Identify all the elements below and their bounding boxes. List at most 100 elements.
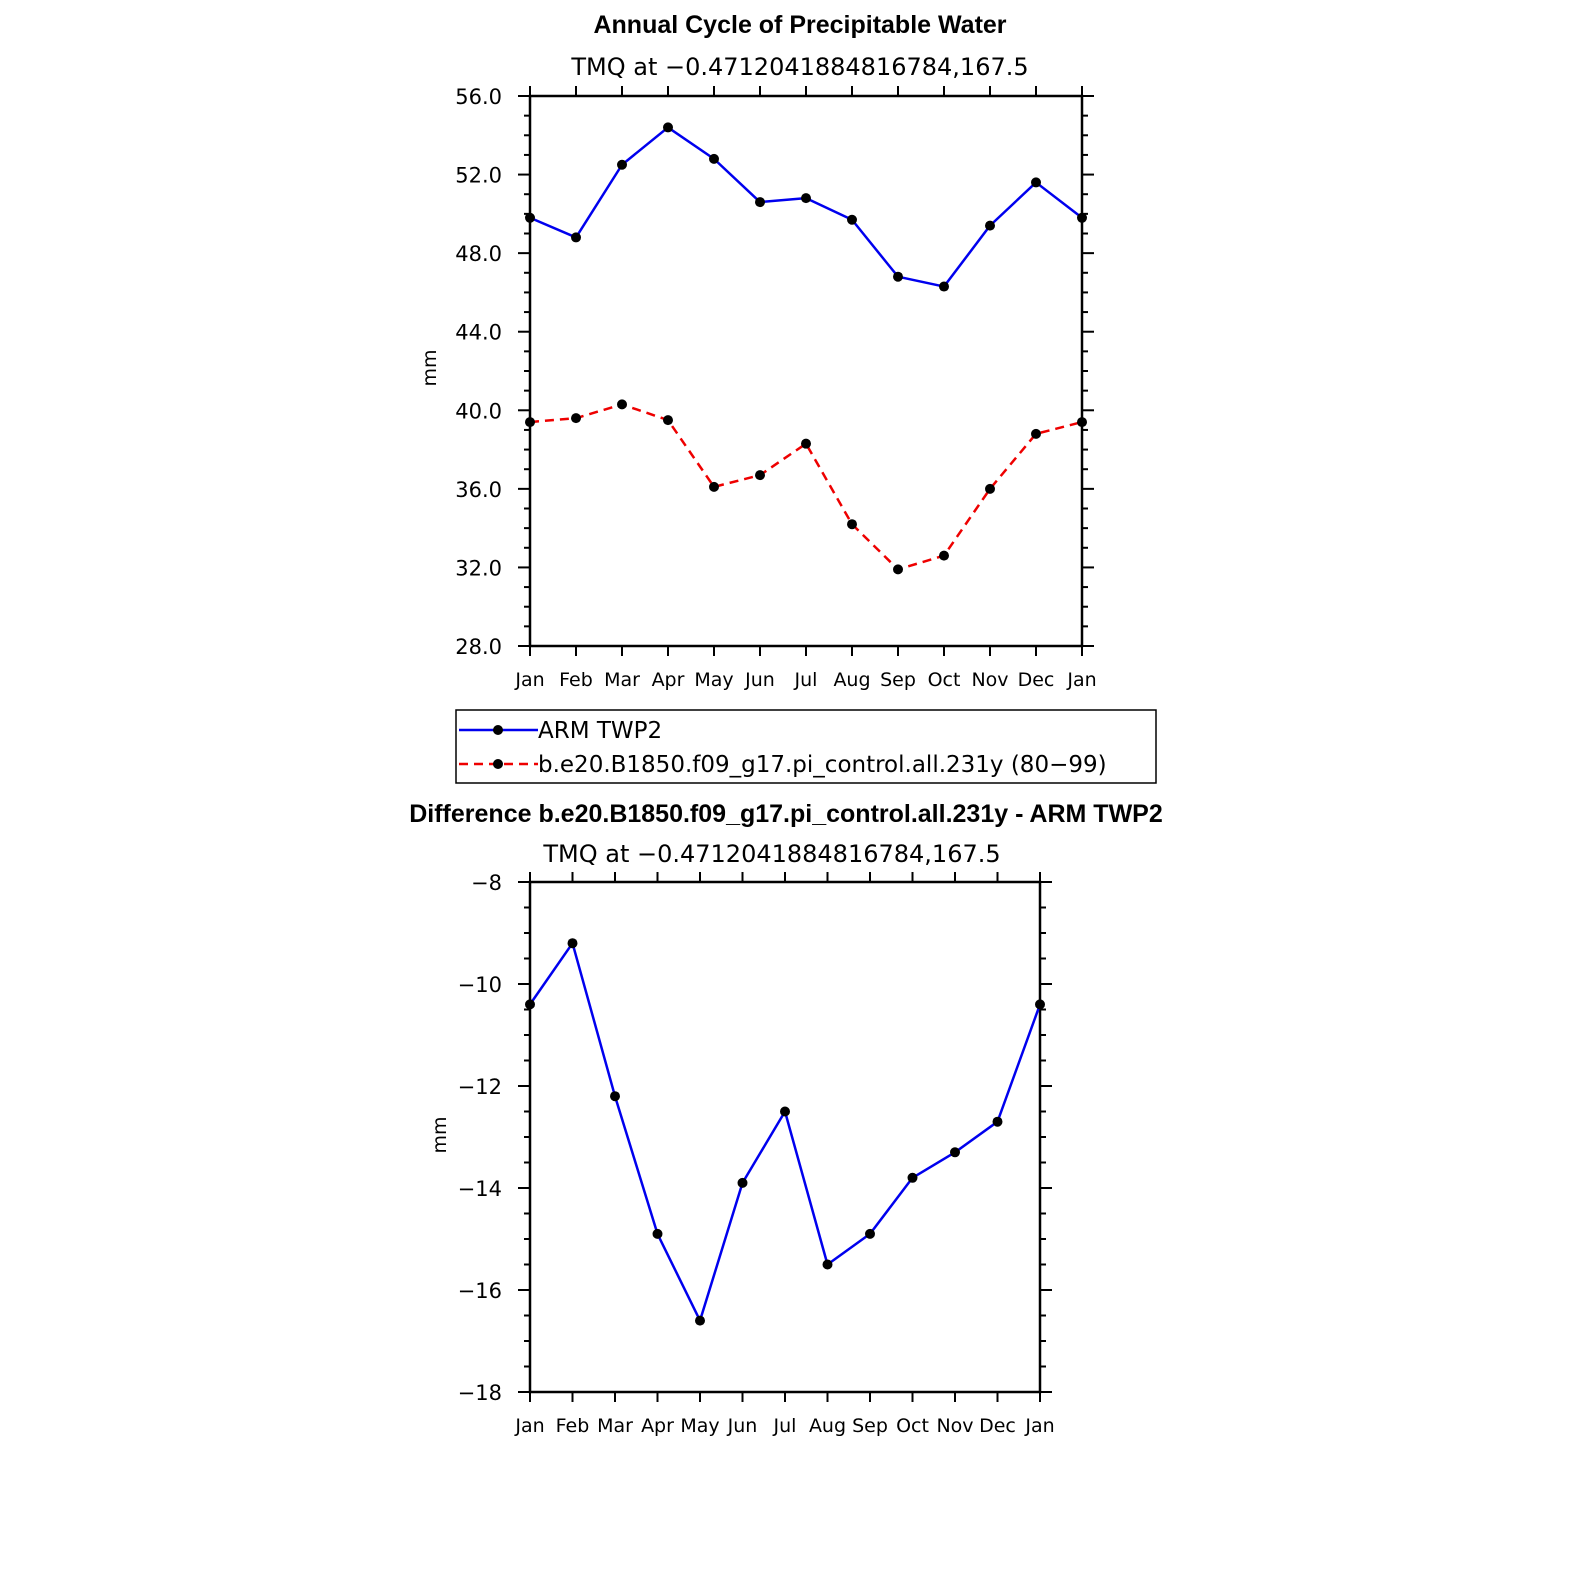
data-point: [893, 564, 903, 575]
x-tick-label: Sep: [880, 669, 916, 691]
x-tick-label: Feb: [556, 1415, 590, 1437]
data-point: [1077, 212, 1087, 223]
data-point: [847, 519, 857, 530]
x-tick-label: Oct: [896, 1415, 929, 1437]
y-tick-label: 48.0: [455, 242, 502, 266]
tick-labels: −18 −16 −14 −12 −10 −8 Jan Feb Mar Apr May Jun Jul Au…: [458, 871, 1055, 1437]
x-tick-label: Jan: [1066, 669, 1096, 691]
data-point: [525, 417, 535, 428]
data-point: [652, 1228, 663, 1239]
x-tick-label: Jul: [773, 1415, 797, 1437]
data-point: [780, 1106, 790, 1117]
chart-title: Difference b.e20.B1850.f09_g17.pi_contro…: [409, 800, 1163, 828]
data-point: [907, 1172, 918, 1183]
data-point: [663, 122, 673, 133]
data-point: [822, 1259, 833, 1270]
x-tick-label: Oct: [928, 669, 961, 691]
x-tick-label: Jan: [514, 669, 544, 691]
legend-marker-arm: [493, 725, 503, 735]
x-tick-label: Jan: [1024, 1415, 1054, 1437]
data-point: [709, 481, 719, 492]
y-tick-label: 28.0: [455, 635, 502, 659]
data-point: [939, 550, 949, 561]
legend-box: [455, 709, 1157, 784]
data-point: [617, 399, 627, 410]
data-point: [1031, 177, 1041, 188]
data-point: [985, 220, 995, 231]
data-point: [992, 1116, 1003, 1127]
x-tick-label: Aug: [833, 669, 870, 691]
data-point: [571, 232, 581, 243]
x-tick-label: May: [694, 669, 733, 691]
data-point: [801, 438, 811, 449]
x-tick-label: Dec: [979, 1415, 1016, 1437]
x-tick-label: May: [680, 1415, 719, 1437]
x-tick-label: Jun: [744, 669, 775, 691]
data-point: [755, 197, 765, 208]
y-tick-label: −14: [458, 1177, 502, 1201]
y-axis-label: mm: [419, 349, 441, 386]
x-tick-label: Nov: [936, 1415, 973, 1437]
data-point: [610, 1091, 620, 1102]
series-line-0: [528, 941, 1042, 1322]
y-tick-label: 52.0: [455, 164, 502, 188]
data-point: [709, 153, 719, 164]
chart-subtitle: TMQ at −0.4712041884816784,167.5: [542, 840, 1000, 868]
legend-marker-model: [493, 759, 503, 769]
x-tick-label: Apr: [652, 669, 685, 691]
data-point: [950, 1147, 960, 1158]
annual-cycle-chart: Annual Cycle of Precipitable Water TMQ a…: [419, 11, 1097, 691]
x-tick-label: Nov: [971, 669, 1008, 691]
data-point: [737, 1177, 748, 1188]
data-point: [801, 193, 811, 204]
y-tick-label: 40.0: [455, 399, 502, 423]
data-point: [617, 159, 627, 170]
data-point: [939, 281, 949, 292]
x-tick-label: Sep: [852, 1415, 888, 1437]
chart-subtitle: TMQ at −0.4712041884816784,167.5: [570, 53, 1028, 81]
x-tick-label: Jan: [514, 1415, 544, 1437]
axes: [518, 86, 1094, 656]
plot-frame: [528, 880, 1042, 1394]
x-tick-label: Mar: [604, 669, 640, 691]
data-point: [567, 938, 578, 949]
y-tick-label: 32.0: [455, 556, 502, 580]
legend-label-model: b.e20.B1850.f09_g17.pi_control.all.231y …: [538, 752, 1107, 778]
x-tick-label: Jul: [794, 669, 818, 691]
data-point: [571, 413, 581, 424]
data-point: [525, 212, 535, 223]
data-point: [695, 1315, 705, 1326]
data-point: [525, 999, 535, 1010]
data-point: [663, 415, 673, 426]
series-group: [525, 938, 1045, 1326]
data-point: [847, 214, 857, 225]
y-tick-label: −8: [471, 871, 502, 895]
x-tick-label: Mar: [597, 1415, 633, 1437]
tick-labels: 28.0 32.0 36.0 40.0 44.0 48.0 52.0 56.0 Jan Feb Ma…: [455, 85, 1096, 691]
data-point: [893, 271, 903, 282]
y-tick-label: −10: [458, 973, 502, 997]
legend: ARM TWP2 b.e20.B1850.f09_g17.pi_control.…: [455, 709, 1157, 784]
y-tick-label: 36.0: [455, 478, 502, 502]
data-point: [865, 1228, 875, 1239]
series-group: [525, 122, 1087, 575]
data-point: [1077, 417, 1087, 428]
x-tick-label: Jun: [727, 1415, 758, 1437]
y-axis-label: mm: [429, 1116, 451, 1153]
data-point: [985, 483, 995, 494]
data-point: [1035, 999, 1045, 1010]
difference-chart: Difference b.e20.B1850.f09_g17.pi_contro…: [409, 800, 1163, 1437]
x-tick-label: Aug: [809, 1415, 846, 1437]
y-tick-label: 44.0: [455, 321, 502, 345]
y-tick-label: −16: [458, 1279, 502, 1303]
chart-title: Annual Cycle of Precipitable Water: [593, 11, 1006, 39]
y-tick-label: −12: [458, 1075, 502, 1099]
x-tick-label: Feb: [559, 669, 593, 691]
legend-label-arm: ARM TWP2: [538, 718, 662, 744]
data-point: [755, 470, 765, 481]
data-point: [1031, 428, 1041, 439]
x-tick-label: Apr: [641, 1415, 674, 1437]
x-tick-label: Dec: [1018, 669, 1055, 691]
y-tick-label: 56.0: [455, 85, 502, 109]
